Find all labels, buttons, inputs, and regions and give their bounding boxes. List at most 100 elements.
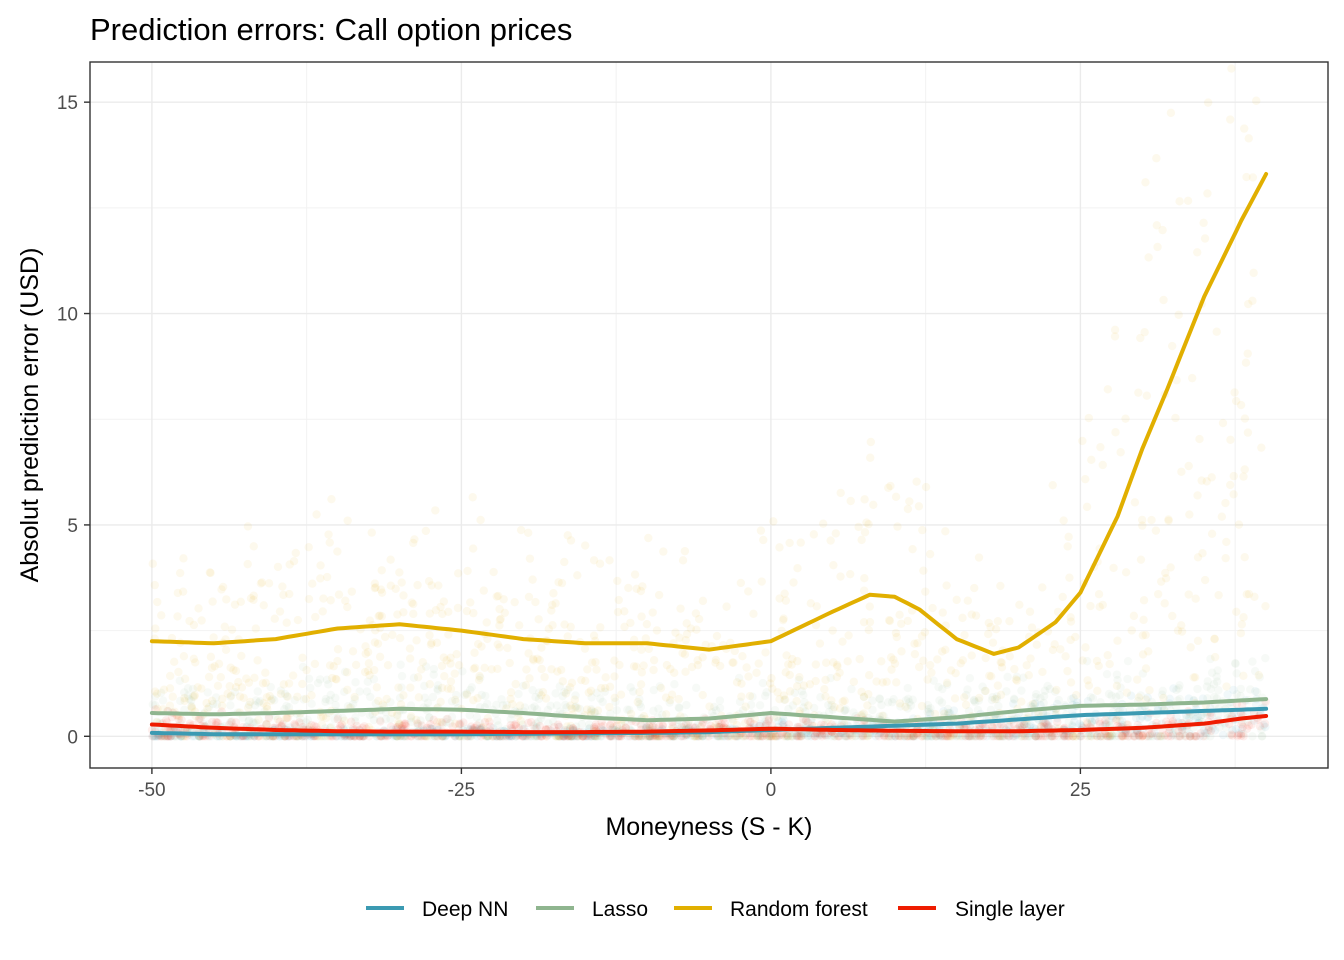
scatter-point [820, 684, 829, 694]
scatter-point [1059, 516, 1068, 525]
scatter-point [595, 694, 605, 703]
scatter-point [279, 680, 288, 689]
scatter-point [399, 608, 408, 617]
scatter-point [755, 701, 765, 710]
scatter-point [827, 732, 836, 741]
scatter-point [1138, 731, 1148, 740]
scatter-point [711, 706, 721, 715]
scatter-point [425, 631, 434, 640]
scatter-point [1237, 620, 1247, 629]
scatter-point [1200, 575, 1210, 585]
scatter-point [428, 692, 438, 702]
scatter-point [1009, 694, 1019, 704]
scatter-point [151, 701, 160, 710]
scatter-point [1087, 717, 1097, 727]
scatter-point [649, 685, 659, 695]
scatter-point [1203, 677, 1212, 686]
scatter-point [857, 687, 866, 697]
scatter-point [748, 692, 757, 701]
scatter-point [1061, 732, 1070, 741]
scatter-point [803, 731, 813, 740]
scatter-point [1228, 725, 1237, 735]
scatter-point [326, 690, 335, 700]
scatter-point [1083, 697, 1093, 706]
scatter-point [920, 628, 930, 637]
scatter-point [769, 517, 778, 526]
scatter-point [551, 689, 560, 698]
scatter-point [1134, 388, 1143, 397]
scatter-point [1242, 590, 1251, 599]
scatter-point [905, 497, 914, 506]
scatter-point [896, 702, 905, 711]
scatter-point [327, 494, 336, 504]
scatter-point [946, 666, 956, 675]
scatter-point [262, 720, 271, 729]
scatter-point [350, 692, 359, 702]
scatter-point [633, 697, 642, 707]
scatter-point [611, 697, 620, 706]
scatter-point [211, 693, 221, 702]
scatter-point [1175, 732, 1185, 741]
scatter-point [1165, 694, 1174, 703]
scatter-point [1193, 248, 1202, 257]
scatter-point [967, 731, 976, 741]
scatter-point [758, 678, 768, 688]
scatter-point [941, 527, 950, 536]
scatter-point [1185, 510, 1194, 519]
scatter-point [799, 730, 809, 739]
scatter-point [506, 715, 515, 724]
scatter-point [571, 691, 580, 700]
scatter-point [595, 559, 605, 568]
scatter-point [903, 704, 912, 713]
scatter-point [1210, 652, 1220, 662]
scatter-point [343, 602, 352, 612]
scatter-point [715, 732, 724, 741]
scatter-point [1012, 672, 1022, 681]
scatter-point [1227, 64, 1236, 73]
scatter-point [938, 608, 947, 617]
scatter-point [1038, 718, 1047, 727]
scatter-point [1071, 690, 1081, 700]
scatter-point [538, 687, 548, 697]
scatter-point [421, 526, 431, 536]
scatter-point [895, 610, 904, 620]
scatter-point [741, 732, 750, 741]
scatter-point [258, 679, 268, 688]
scatter-point [736, 578, 746, 588]
scatter-point [989, 732, 998, 741]
scatter-point [367, 528, 376, 537]
scatter-point [1077, 721, 1086, 730]
scatter-point [864, 625, 874, 635]
scatter-point [715, 721, 724, 730]
scatter-point [877, 700, 886, 710]
scatter-point [1019, 673, 1028, 682]
scatter-point [321, 697, 330, 706]
scatter-point [1144, 253, 1153, 262]
scatter-point [895, 731, 904, 741]
scatter-point [462, 690, 472, 699]
scatter-point [1061, 652, 1070, 661]
scatter-point [802, 716, 811, 725]
scatter-point [919, 566, 928, 575]
scatter-point [598, 697, 607, 707]
scatter-point [466, 598, 475, 607]
scatter-point [1138, 650, 1148, 659]
scatter-point [416, 716, 425, 725]
scatter-point [497, 695, 506, 704]
scatter-point [836, 572, 845, 581]
scatter-point [593, 706, 603, 715]
scatter-point [575, 704, 585, 714]
scatter-point [997, 658, 1006, 667]
scatter-point [734, 673, 744, 683]
scatter-point [900, 732, 909, 741]
scatter-point [1150, 727, 1159, 737]
scatter-point [948, 732, 957, 741]
scatter-point [1138, 631, 1148, 640]
scatter-point [456, 719, 466, 729]
scatter-point [667, 690, 677, 699]
scatter-point [321, 694, 331, 704]
scatter-point [226, 718, 236, 727]
scatter-point [1078, 656, 1087, 665]
scatter-point [173, 588, 183, 598]
scatter-point [405, 644, 415, 653]
